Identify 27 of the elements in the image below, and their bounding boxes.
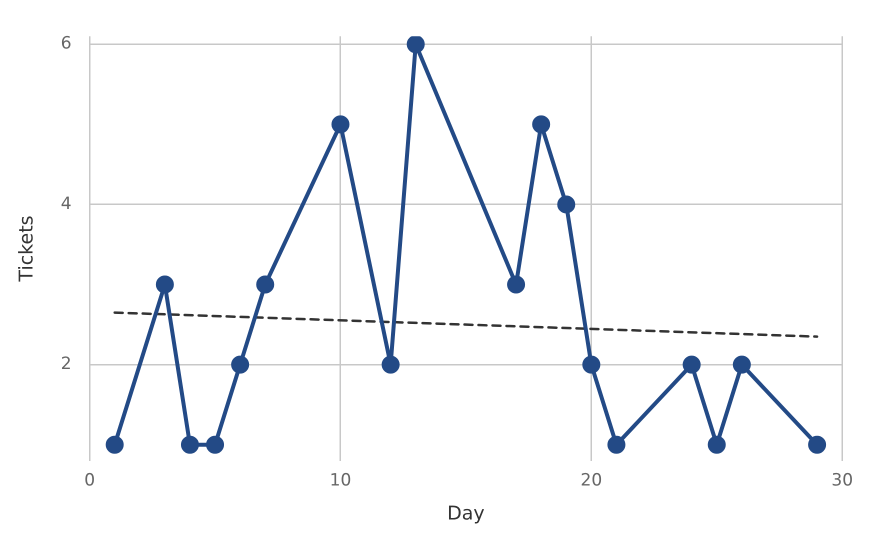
x-tick-label: 20: [580, 470, 602, 490]
point: [106, 436, 124, 454]
point: [532, 115, 550, 134]
point: [708, 436, 726, 454]
point: [206, 436, 224, 454]
point: [507, 276, 526, 294]
point: [231, 356, 250, 374]
point: [682, 356, 701, 374]
y-axis-title: Tickets: [15, 215, 38, 283]
point: [732, 356, 751, 374]
y-tick-label: 4: [60, 194, 72, 214]
point: [808, 436, 826, 454]
y-tick-label: 6: [60, 34, 72, 54]
point: [180, 436, 199, 454]
point: [331, 115, 350, 134]
point: [582, 356, 600, 374]
x-axis-title: Day: [447, 502, 485, 525]
point: [382, 356, 400, 374]
x-tick-label: 30: [831, 470, 854, 490]
x-tick-label: 0: [84, 470, 96, 490]
point: [406, 36, 425, 54]
point: [256, 276, 274, 294]
point: [156, 276, 174, 294]
point: [557, 195, 576, 214]
point: [607, 436, 626, 454]
x-tick-label: 10: [330, 470, 352, 490]
y-tick-label: 2: [60, 354, 72, 374]
